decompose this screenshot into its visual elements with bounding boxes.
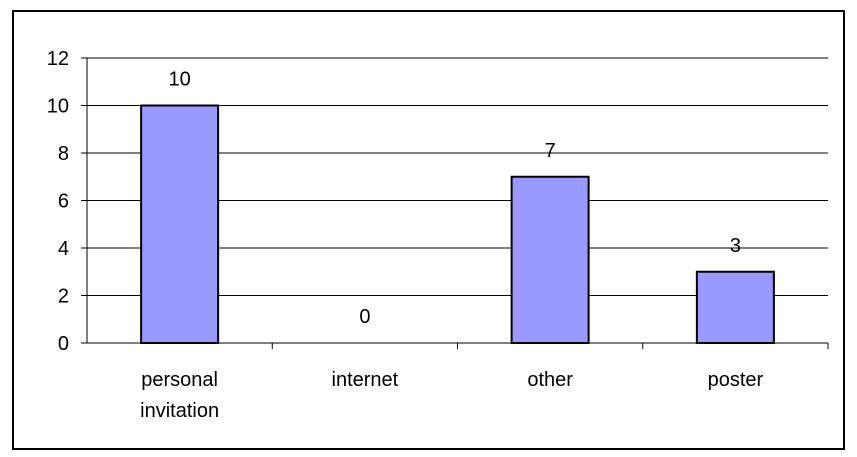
y-tick-label: 0	[58, 333, 69, 355]
x-category-label: other	[527, 369, 573, 391]
y-tick-label: 6	[58, 191, 69, 213]
data-label: 7	[545, 140, 556, 162]
y-tick-label: 10	[47, 96, 69, 118]
data-label: 0	[359, 306, 370, 328]
y-tick-label: 2	[58, 286, 69, 308]
data-label: 3	[730, 235, 741, 257]
y-tick-label: 8	[58, 143, 69, 165]
bar	[510, 175, 590, 344]
x-category-label: invitation	[140, 400, 219, 422]
y-tick-label: 12	[47, 48, 69, 70]
bar	[695, 270, 775, 344]
y-tick-label: 4	[58, 238, 69, 260]
x-category-label: internet	[332, 369, 399, 391]
x-category-label: poster	[708, 369, 764, 391]
data-label: 10	[169, 69, 191, 91]
bar	[140, 104, 220, 344]
x-category-label: personal	[141, 369, 218, 391]
